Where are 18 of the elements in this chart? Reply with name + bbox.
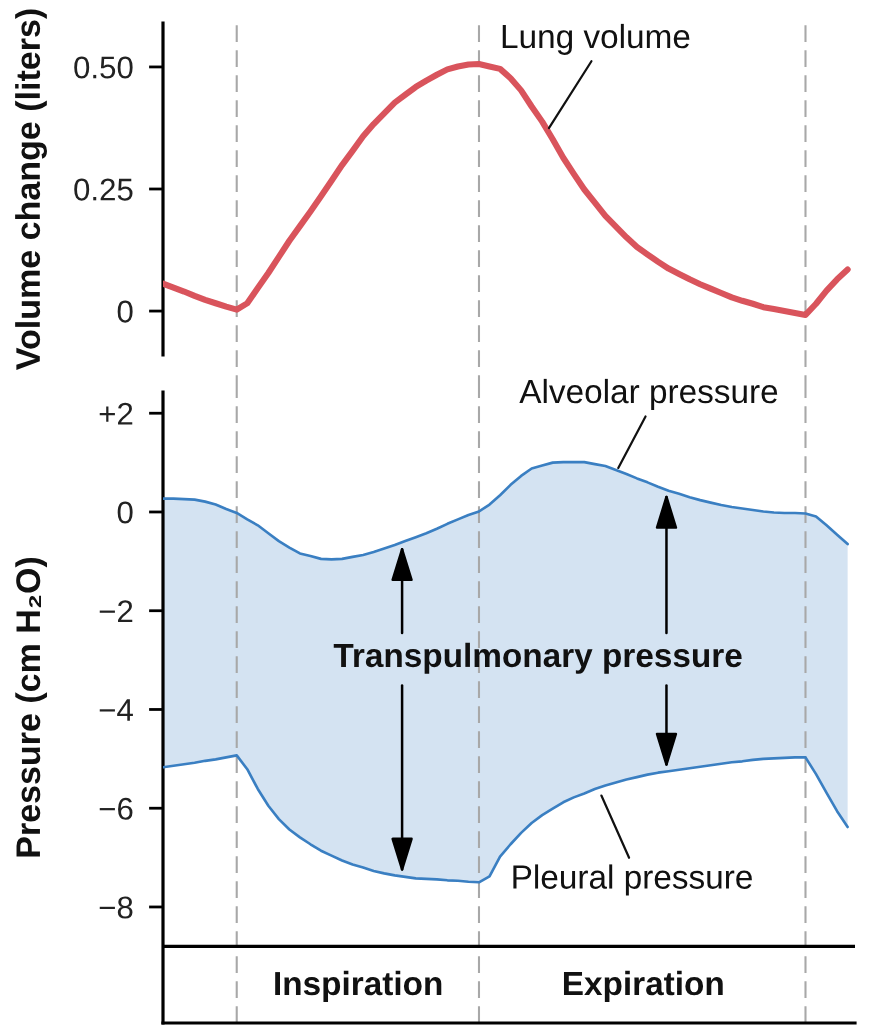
y-axis-title: Pressure (cm H₂O) xyxy=(15,557,47,857)
y-tick-label: −6 xyxy=(99,797,133,820)
y-tick-label: −4 xyxy=(99,699,133,721)
y-tick-label: +2 xyxy=(99,402,133,425)
y-tick-label: 0 xyxy=(117,300,133,323)
y-axis-title: Volume change (liters) xyxy=(15,9,47,370)
line-series xyxy=(163,460,849,561)
y-tick-label: 0.25 xyxy=(74,178,133,201)
annotation: Expiration xyxy=(563,970,723,1002)
annotation: Inspiration xyxy=(275,970,442,1002)
series-label: Pleural pressure xyxy=(513,864,752,896)
series-label: Lung volume xyxy=(502,23,690,55)
y-tick-label: −8 xyxy=(99,896,133,919)
y-tick-label: −2 xyxy=(99,600,133,623)
y-tick-label: 0.50 xyxy=(74,56,133,79)
y-tick-label: 0 xyxy=(117,501,133,524)
series-label: Alveolar pressure xyxy=(519,378,778,410)
annotation: Transpulmonary pressure xyxy=(333,642,742,674)
